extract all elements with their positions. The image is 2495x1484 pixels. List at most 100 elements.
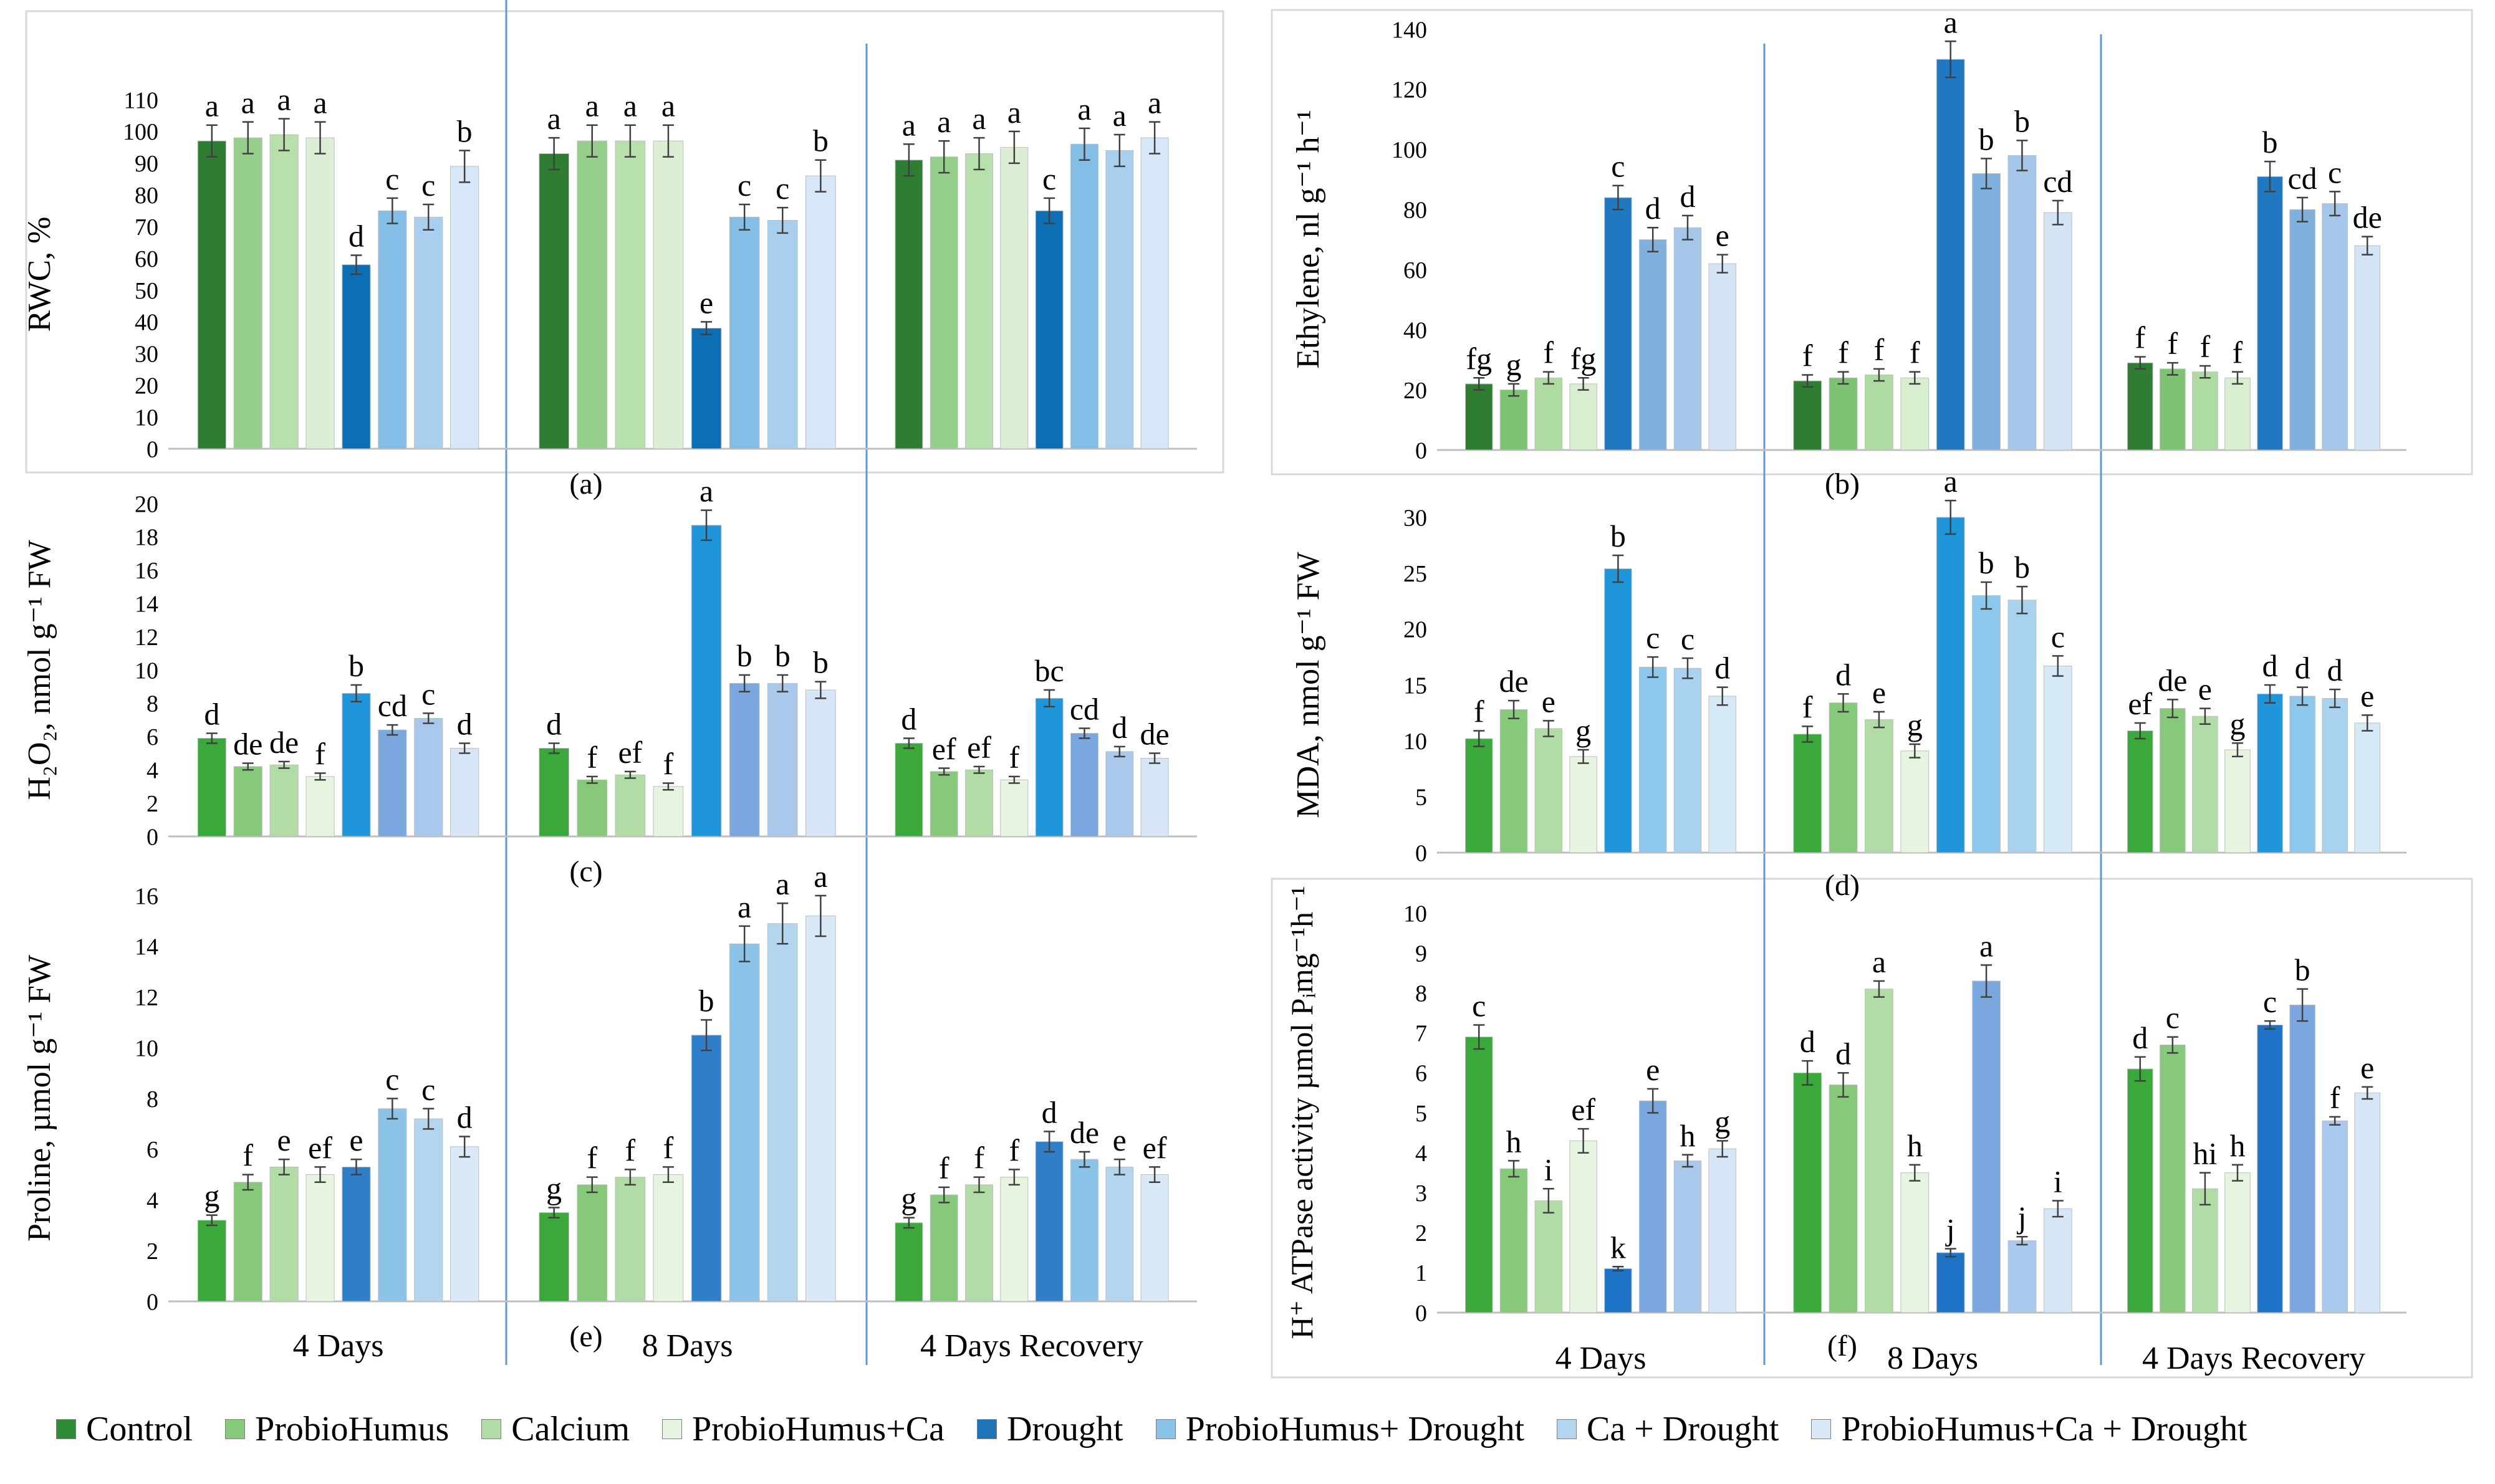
- significance-letter: a: [585, 89, 599, 123]
- significance-letter: f: [2135, 320, 2145, 355]
- significance-letter: b: [2262, 125, 2278, 160]
- x-category-label: 4 Days Recovery: [2142, 1341, 2365, 1376]
- y-tick-label: 60: [1403, 257, 1427, 284]
- significance-letter: e: [1113, 1123, 1127, 1157]
- x-category-label: 4 Days: [293, 1328, 384, 1364]
- bar-f-1-4: [1936, 1252, 1965, 1313]
- significance-letter: f: [663, 747, 674, 782]
- bar-b-2-3: [2224, 377, 2251, 451]
- bar-e-2-2: [965, 1184, 993, 1302]
- significance-letter: d: [1800, 1024, 1815, 1059]
- bar-c-1-2: [615, 774, 646, 837]
- significance-letter: cd: [378, 688, 407, 723]
- significance-letter: b: [775, 638, 791, 673]
- significance-letter: c: [2328, 155, 2342, 189]
- y-tick-label: 5: [1415, 1101, 1427, 1127]
- y-tick-label: 30: [1403, 505, 1427, 531]
- bar-c-0-2: [269, 764, 299, 837]
- bar-c-0-3: [305, 776, 335, 837]
- panel-label: (d): [1825, 869, 1860, 902]
- significance-letter: a: [623, 89, 637, 123]
- significance-letter: f: [1009, 1132, 1020, 1167]
- bar-d-2-6: [2322, 698, 2348, 853]
- significance-letter: ef: [1571, 1092, 1595, 1127]
- significance-letter: cd: [2287, 161, 2317, 196]
- significance-letter: d: [1714, 651, 1730, 686]
- bar-f-1-0: [1793, 1072, 1822, 1313]
- significance-letter: d: [2327, 653, 2343, 687]
- significance-letter: a: [277, 82, 291, 117]
- significance-letter: d: [2295, 651, 2310, 686]
- bar-e-2-4: [1035, 1141, 1064, 1302]
- significance-letter: f: [243, 1138, 253, 1173]
- bar-a-2-1: [930, 156, 958, 449]
- significance-letter: d: [2262, 648, 2278, 683]
- significance-letter: h: [1680, 1118, 1695, 1153]
- y-tick-label: 20: [135, 373, 158, 399]
- bar-e-2-6: [1105, 1166, 1134, 1302]
- bar-f-2-7: [2354, 1092, 2381, 1313]
- y-tick-label: 40: [1403, 317, 1427, 343]
- significance-letter: e: [1872, 675, 1886, 710]
- significance-letter: d: [1835, 1036, 1851, 1071]
- y-tick-label: 5: [1415, 785, 1427, 811]
- bar-c-1-4: [691, 525, 722, 837]
- bar-a-2-3: [1000, 146, 1029, 449]
- bar-b-1-3: [1900, 377, 1930, 451]
- bar-d-1-3: [1900, 750, 1930, 853]
- y-tick-label: 60: [135, 246, 158, 272]
- bar-a-2-6: [1105, 150, 1134, 449]
- significance-letter: c: [776, 171, 789, 206]
- bar-d-0-1: [1499, 709, 1528, 853]
- bar-b-0-3: [1569, 383, 1597, 451]
- significance-letter: d: [1835, 657, 1851, 692]
- significance-letter: d: [1645, 191, 1661, 226]
- bar-a-1-4: [691, 328, 722, 449]
- bar-b-2-2: [2192, 371, 2218, 451]
- significance-letter: ef: [308, 1130, 332, 1165]
- significance-letter: d: [457, 706, 473, 741]
- y-axis-label: Ethylene, nl g⁻¹ h⁻¹: [1291, 110, 1326, 368]
- bar-d-1-1: [1829, 702, 1858, 853]
- significance-letter: a: [738, 889, 751, 924]
- legend-item: ProbioHumus+ Drought: [1155, 1409, 1524, 1449]
- significance-letter: e: [349, 1123, 363, 1157]
- bar-f-0-1: [1499, 1168, 1528, 1313]
- significance-letter: c: [2166, 1000, 2180, 1035]
- significance-letter: fg: [1466, 341, 1492, 376]
- legend-swatch: [976, 1419, 997, 1439]
- bar-d-0-4: [1604, 568, 1632, 853]
- significance-letter: a: [1113, 98, 1127, 133]
- bar-e-0-0: [197, 1220, 226, 1302]
- bar-d-2-2: [2192, 716, 2218, 853]
- significance-letter: f: [1474, 694, 1484, 729]
- significance-letter: a: [1007, 95, 1021, 130]
- significance-letter: de: [1140, 717, 1169, 752]
- x-category-label: 8 Days: [642, 1328, 733, 1364]
- bar-c-0-7: [450, 747, 479, 837]
- y-axis-label: Proline, µmol g⁻¹ FW: [22, 955, 57, 1242]
- bar-b-1-1: [1829, 377, 1858, 451]
- significance-letter: b: [737, 638, 752, 673]
- bar-f-0-2: [1534, 1200, 1563, 1313]
- bar-f-2-1: [2160, 1045, 2186, 1313]
- y-tick-label: 40: [135, 310, 158, 336]
- bar-f-2-4: [2257, 1024, 2283, 1313]
- bar-b-0-0: [1465, 383, 1493, 451]
- bar-c-2-3: [1000, 779, 1029, 837]
- bar-b-0-6: [1673, 227, 1702, 451]
- significance-letter: de: [233, 727, 262, 762]
- legend-item: ProbioHumus+Ca + Drought: [1811, 1409, 2247, 1449]
- bar-d-0-7: [1708, 696, 1736, 853]
- significance-letter: a: [972, 101, 986, 136]
- legend-label: ProbioHumus+Ca + Drought: [1841, 1410, 2247, 1448]
- significance-letter: a: [1148, 85, 1161, 120]
- y-tick-label: 6: [147, 1137, 158, 1163]
- bar-e-1-6: [767, 923, 798, 1302]
- significance-letter: b: [1979, 545, 1994, 580]
- significance-letter: f: [587, 740, 597, 775]
- significance-letter: d: [349, 218, 364, 253]
- panel-frame-a: [25, 10, 1224, 474]
- bar-f-2-5: [2289, 1004, 2315, 1313]
- significance-letter: ef: [1143, 1130, 1167, 1165]
